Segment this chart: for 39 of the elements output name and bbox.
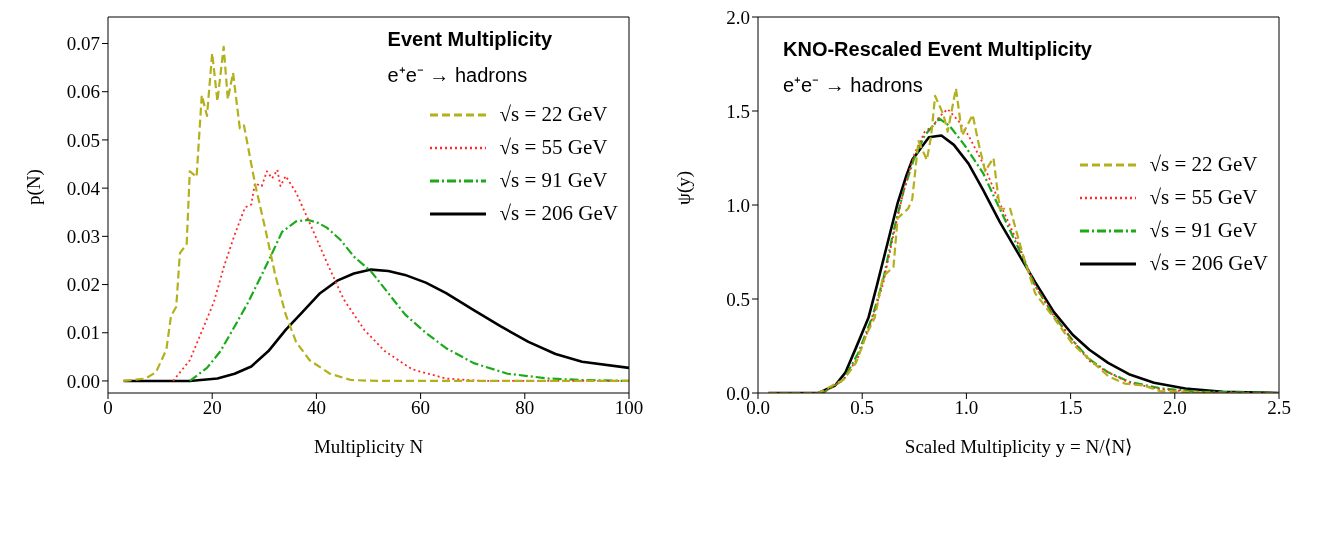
text: KNO-Rescaled Event Multiplicity xyxy=(783,38,1092,61)
x-axis-title: Multiplicity N xyxy=(313,436,424,457)
x-tick-label: 60 xyxy=(411,397,431,419)
legend-label: √s = 22 GeV xyxy=(499,102,608,127)
x-tick-label: 0 xyxy=(103,397,113,419)
x-tick-label: 2.5 xyxy=(1267,397,1291,419)
legend-label: √s = 22 GeV xyxy=(1149,152,1258,177)
y-axis-title: p(N) xyxy=(22,169,45,205)
y-tick-label: 0.04 xyxy=(66,177,101,199)
x-tick-label: 2.0 xyxy=(1162,397,1187,419)
y-tick-label: 2.0 xyxy=(726,6,750,28)
x-tick-label: 100 xyxy=(614,397,644,419)
text: Event Multiplicity xyxy=(387,28,553,51)
x-tick-label: 0.5 xyxy=(850,397,875,419)
legend-label: √s = 91 GeV xyxy=(1149,218,1258,243)
legend-label: √s = 206 GeV xyxy=(499,201,618,226)
x-tick-label: 40 xyxy=(306,397,326,419)
legend-label: √s = 206 GeV xyxy=(1149,251,1268,276)
text: e⁺e⁻ → hadrons xyxy=(783,73,924,98)
y-tick-label: 0.05 xyxy=(66,129,100,151)
legend-label: √s = 55 GeV xyxy=(499,135,608,160)
y-axis-title: ψ(y) xyxy=(672,170,695,205)
y-tick-label: 0.02 xyxy=(66,274,100,296)
y-tick-label: 1.5 xyxy=(726,100,750,122)
y-tick-label: 0.06 xyxy=(66,81,100,103)
legend-label: √s = 55 GeV xyxy=(1149,185,1258,210)
y-tick-label: 0.5 xyxy=(726,288,750,310)
y-tick-label: 0.01 xyxy=(66,322,100,344)
x-tick-label: 80 xyxy=(515,397,535,419)
y-tick-label: 1.0 xyxy=(726,194,750,216)
y-tick-label: 0.07 xyxy=(66,33,100,55)
legend-label: √s = 91 GeV xyxy=(499,168,608,193)
x-tick-label: 1.5 xyxy=(1058,397,1083,419)
x-tick-label: 1.0 xyxy=(954,397,979,419)
y-tick-label: 0.00 xyxy=(66,370,100,392)
x-axis-title: Scaled Multiplicity y = N/⟨N⟩ xyxy=(904,436,1133,457)
text: e⁺e⁻ → hadrons xyxy=(387,63,529,88)
y-tick-label: 0.03 xyxy=(66,226,100,248)
x-tick-label: 20 xyxy=(202,397,222,419)
